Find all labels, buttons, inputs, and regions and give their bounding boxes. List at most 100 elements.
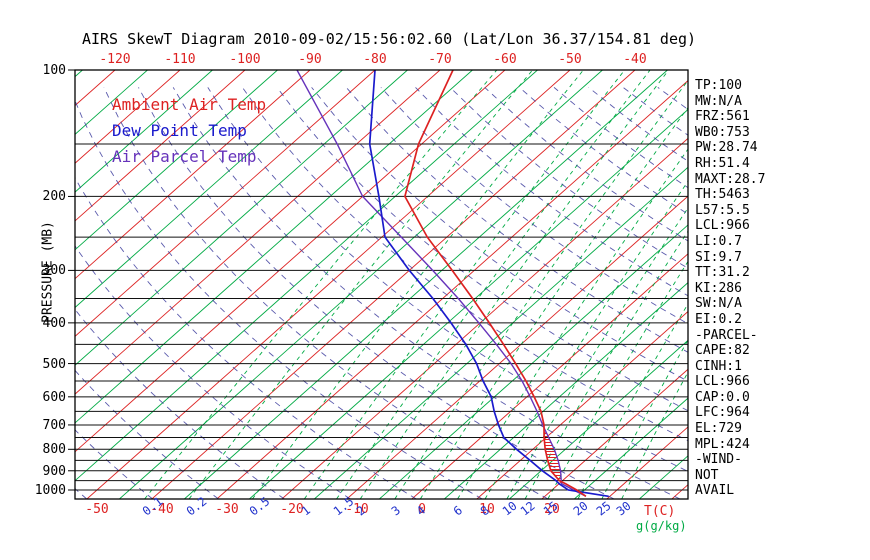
stats-line: LCL:966 [695, 218, 750, 234]
stats-line: MPL:424 [695, 436, 750, 452]
mixing-ratio-line [547, 260, 688, 499]
red-isotherm-line [75, 70, 116, 107]
red-isotherm-line [86, 70, 571, 499]
stats-line: MW:N/A [695, 93, 742, 109]
adiabat-line [207, 87, 688, 472]
top-temp-label: -70 [428, 52, 452, 67]
bottom-temp-label: 20 [544, 502, 560, 517]
green-isotherm-line [75, 70, 538, 482]
stats-line: TP:100 [695, 78, 742, 93]
mixing-ratio-line [420, 106, 688, 499]
curve-air-parcel-temp [296, 70, 587, 497]
stats-line: WB0:753 [695, 124, 750, 140]
stats-line: TT:31.2 [695, 265, 750, 281]
top-temp-label: -80 [363, 52, 387, 67]
red-isotherm-line [346, 195, 688, 499]
mixing-ratio-line [601, 339, 688, 499]
adiabat-line [415, 87, 688, 297]
mixing-ratio-line [484, 180, 688, 499]
green-isotherm-line [75, 70, 473, 424]
top-temp-label: -120 [99, 52, 131, 67]
adiabat-line [75, 429, 153, 499]
red-isotherm-line [75, 70, 181, 164]
stats-line: LI:0.7 [695, 233, 742, 249]
stats-line: TH:5463 [695, 187, 750, 203]
pressure-tick-label: 1000 [34, 483, 66, 498]
red-isotherm-line [151, 70, 636, 499]
top-temp-label: -100 [229, 52, 261, 67]
top-temp-label: -50 [558, 52, 582, 67]
bottom-temp-label: -20 [280, 502, 304, 517]
legend-dew-point-temp: Dew Point Temp [112, 121, 247, 140]
adiabat-line [75, 369, 219, 499]
bottom-temp-label: 0 [418, 502, 426, 517]
red-isotherm-line [476, 310, 688, 499]
stats-line: LCL:966 [695, 374, 750, 390]
green-isotherm-line [119, 70, 603, 499]
green-isotherm-line [184, 70, 668, 499]
pressure-tick-label: 200 [42, 189, 66, 205]
mixing-ratio-line [394, 79, 688, 499]
stats-line: SI:9.7 [695, 249, 742, 265]
stats-panel: TP:100 MW:N/A FRZ:561 WB0:753 PW:28.74 RH:51.… [695, 78, 765, 499]
green-isotherm-line [314, 166, 688, 499]
red-isotherm-line [216, 80, 688, 499]
adiabat-line [172, 87, 680, 499]
pressure-tick-label: 900 [42, 463, 66, 479]
mixing-ratio-line [252, 70, 584, 499]
mixing-ratio-line [621, 371, 688, 499]
green-isotherm-line [379, 224, 688, 499]
bottom-temp-label: -10 [345, 502, 369, 517]
mixing-ratio-line [359, 70, 670, 499]
bottom-temp-label: -30 [215, 502, 239, 517]
adiabat-line [242, 87, 688, 442]
adiabat-line [75, 99, 483, 499]
mixing-ratio-line [577, 303, 688, 499]
adiabat-line [103, 87, 549, 499]
top-temp-label: -40 [623, 52, 647, 67]
green-isotherm-line [769, 70, 870, 499]
green-isotherm-line [574, 397, 688, 499]
mixing-ratio-unit-label: g(g/kg) [636, 519, 687, 533]
red-isotherm-line [75, 70, 441, 395]
plot-area [0, 70, 870, 499]
bottom-temp-label: 10 [479, 502, 495, 517]
legend-air-parcel-temp: Air Parcel Temp [112, 147, 257, 166]
top-temp-label: -90 [298, 52, 322, 67]
stats-line: SW:N/A [695, 296, 742, 312]
adiabat-line [75, 245, 351, 499]
bottom-temp-label: -40 [150, 502, 174, 517]
stats-line: MAXT:28.7 [695, 171, 766, 187]
top-temp-label: -60 [493, 52, 517, 67]
stats-line: -WIND- [695, 452, 742, 468]
red-isotherm-line [75, 70, 506, 453]
chart-title: AIRS SkewT Diagram 2010-09-02/15:56:02.6… [81, 30, 697, 48]
plot-frame [74, 69, 689, 500]
adiabat-line [75, 176, 417, 499]
mixing-ratio-line [524, 230, 688, 499]
stats-line: CAPE:82 [695, 343, 750, 359]
stats-line: KI:286 [695, 280, 742, 296]
red-isotherm-line [75, 70, 311, 280]
pressure-tick-label: 400 [42, 315, 66, 331]
green-isotherm-line [509, 339, 688, 499]
pressure-tick-label: 600 [42, 389, 66, 405]
mixing-ratio-line [188, 70, 533, 499]
stats-line: L57:5.5 [695, 202, 750, 218]
pressure-tick-label: 700 [42, 417, 66, 433]
pressure-tick-label: 800 [42, 442, 66, 458]
green-isotherm-line [0, 70, 17, 499]
legend-ambient-air-temp: Ambient Air Temp [112, 95, 267, 114]
pressure-tick-label: 300 [42, 263, 66, 279]
green-isotherm-line [444, 282, 688, 499]
red-isotherm-line [75, 70, 376, 337]
stats-line: -PARCEL- [695, 327, 758, 343]
red-isotherm-line [802, 70, 870, 499]
red-isotherm-line [541, 368, 688, 499]
curve-ambient-air-temp [403, 70, 587, 498]
stats-line: LFC:964 [695, 405, 750, 421]
adiabat-line [276, 87, 688, 412]
temp-unit-label: T(C) [644, 504, 676, 519]
